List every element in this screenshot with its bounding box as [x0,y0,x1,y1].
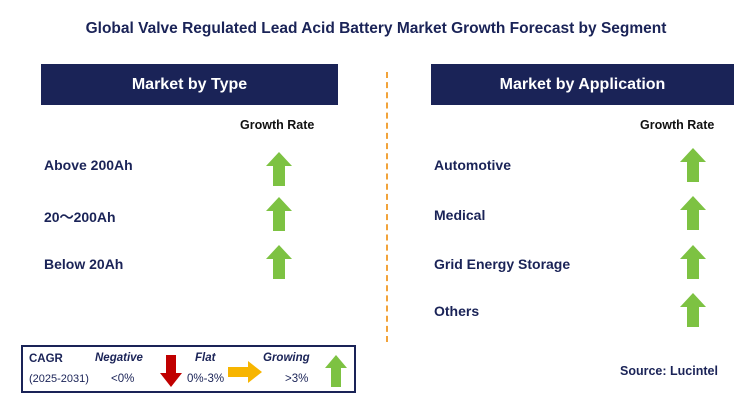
market-by-type-header: Market by Type [41,64,338,105]
legend-cagr-label: CAGR [29,353,63,365]
panel-divider [386,72,388,342]
type-row-label: 20～200Ah [44,209,116,225]
growing-arrow-up-icon [680,196,706,230]
source-label: Source: Lucintel [620,364,718,378]
growing-arrow-up-icon [325,355,347,387]
legend-growing-label: Growing [263,352,310,364]
growing-arrow-up-icon [266,245,292,279]
legend-growing-range: >3% [285,373,309,385]
application-growth-rate-label: Growth Rate [640,118,715,132]
application-row-label: Medical [434,207,486,223]
legend-negative-range: <0% [111,373,135,385]
legend-period: (2025-2031) [29,373,89,385]
market-by-application-header: Market by Application [431,64,734,105]
negative-arrow-down-icon [160,355,182,387]
application-row-label: Grid Energy Storage [434,256,571,272]
growing-arrow-up-icon [680,293,706,327]
cagr-legend: CAGR (2025-2031) Negative <0% Flat 0%-3%… [21,345,356,393]
type-row-label: Below 20Ah [44,256,124,272]
page-title: Global Valve Regulated Lead Acid Battery… [85,20,667,37]
growing-arrow-up-icon [266,197,292,231]
legend-flat-range: 0%-3% [187,373,225,385]
growing-arrow-up-icon [680,148,706,182]
type-row-label: Above 200Ah [44,157,133,173]
flat-arrow-right-icon [228,361,262,383]
type-growth-rate-label: Growth Rate [240,118,315,132]
legend-flat-label: Flat [195,352,216,364]
legend-negative-label: Negative [95,352,143,364]
growing-arrow-up-icon [266,152,292,186]
application-row-label: Others [434,303,480,319]
growing-arrow-up-icon [680,245,706,279]
application-row-label: Automotive [434,157,511,173]
